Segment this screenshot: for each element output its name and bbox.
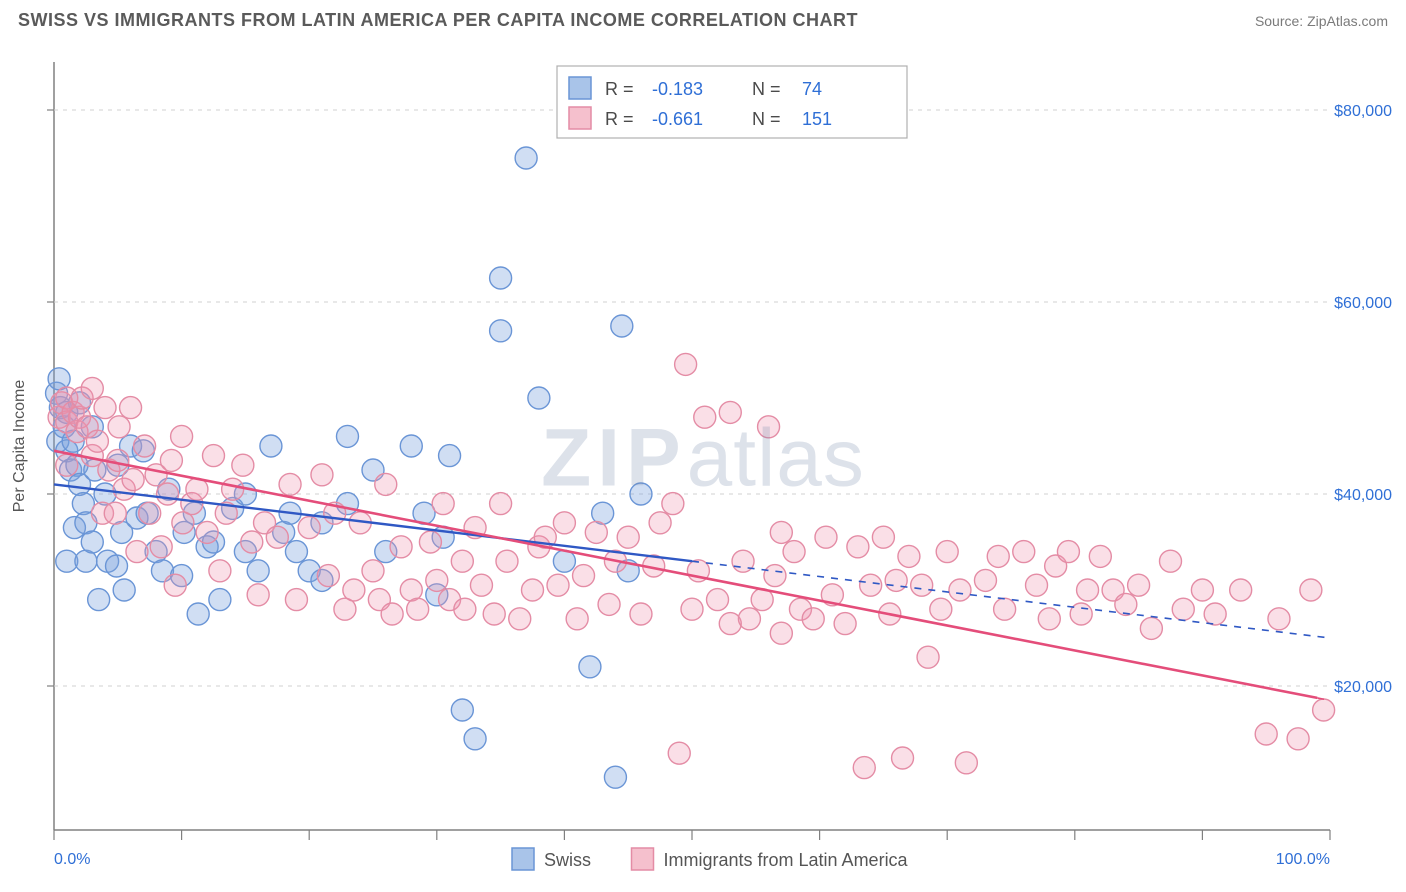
legend-R-label: R = <box>605 109 634 129</box>
legend-swatch <box>569 107 591 129</box>
stats-legend: R = -0.183 N = 74 R = -0.661 N = 151 <box>557 66 907 138</box>
chart-container: 0.0% 100.0% $20,000 $40,000 $60,000 $80,000 Pe… <box>0 40 1406 892</box>
legend-R-value: -0.661 <box>652 109 703 129</box>
series-immigrants-from-latin-america <box>48 353 1335 778</box>
y-axis-label: Per Capita Income <box>11 380 28 513</box>
legend-swatch <box>512 848 534 870</box>
legend-R-label: R = <box>605 79 634 99</box>
trendline <box>54 451 1317 698</box>
legend-N-label: N = <box>752 109 781 129</box>
source-link[interactable]: ZipAtlas.com <box>1307 13 1388 29</box>
y-tick-label: $80,000 <box>1334 103 1392 120</box>
series-legend: Swiss Immigrants from Latin America <box>512 848 909 870</box>
x-tick-label: 100.0% <box>1276 851 1330 868</box>
legend-swatch <box>632 848 654 870</box>
legend-swatch <box>569 77 591 99</box>
chart-title: SWISS VS IMMIGRANTS FROM LATIN AMERICA P… <box>18 10 858 31</box>
y-tick-label: $40,000 <box>1334 487 1392 504</box>
legend-series-label: Immigrants from Latin America <box>664 850 909 870</box>
y-tick-label: $20,000 <box>1334 679 1392 696</box>
source-label: Source: <box>1255 13 1307 29</box>
legend-N-label: N = <box>752 79 781 99</box>
legend-series-label: Swiss <box>544 850 591 870</box>
legend-R-value: -0.183 <box>652 79 703 99</box>
legend-N-value: 74 <box>802 79 822 99</box>
y-tick-label: $60,000 <box>1334 295 1392 312</box>
legend-N-value: 151 <box>802 109 832 129</box>
x-tick-label: 0.0% <box>54 851 90 868</box>
correlation-scatter-chart: 0.0% 100.0% $20,000 $40,000 $60,000 $80,000 Pe… <box>0 40 1406 892</box>
source-attribution: Source: ZipAtlas.com <box>1255 13 1388 29</box>
